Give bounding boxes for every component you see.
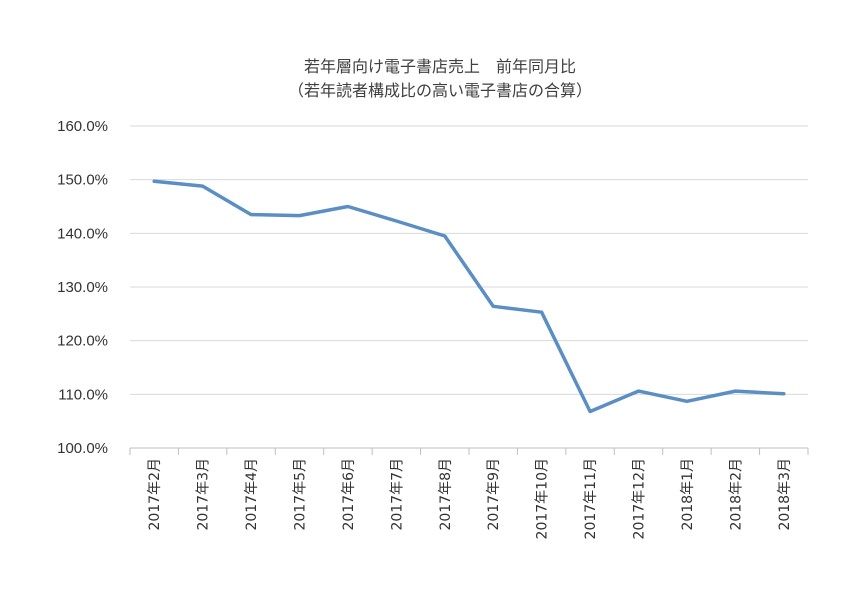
y-tick-label: 120.0% [57,333,108,350]
x-tick-label: 2017年2月 [147,458,163,531]
x-tick-label: 2017年5月 [293,458,309,531]
y-tick-label: 130.0% [57,279,108,296]
x-tick-label: 2018年3月 [777,458,793,531]
series-layer [152,179,786,414]
x-tick-label: 2017年10月 [535,458,551,539]
x-tick-label: 2017年12月 [632,458,648,539]
y-tick-label: 140.0% [57,225,108,242]
x-tick-label: 2017年3月 [196,458,212,531]
y-tick-label: 100.0% [57,440,108,457]
y-tick-label: 110.0% [58,386,108,403]
chart-subtitle: （若年読者構成比の高い電子書店の合算） [288,81,592,100]
x-axis: 2017年2月 2017年3月 2017年4月 2017年5月 2017年6月 2017年… [129,447,809,539]
y-tick-label: 160.0% [57,118,108,135]
y-axis: 100.0% 110.0% 120.0% 130.0% 140.0% 150.0% 160.… [57,118,108,457]
x-tick-label: 2018年2月 [728,458,744,531]
x-tick-label: 2018年1月 [680,458,696,531]
x-tick-label: 2017年11月 [583,458,599,539]
gridlines [130,125,808,395]
series-line [152,179,786,414]
x-tick-label: 2017年6月 [341,458,357,531]
x-tick-label: 2017年4月 [244,458,260,531]
x-tick-label: 2017年9月 [486,458,502,531]
x-tick-label: 2017年8月 [438,458,454,531]
x-tick-label: 2017年7月 [389,458,405,531]
y-tick-label: 150.0% [57,172,108,189]
chart-title: 若年層向け電子書店売上 前年同月比 [304,57,576,76]
